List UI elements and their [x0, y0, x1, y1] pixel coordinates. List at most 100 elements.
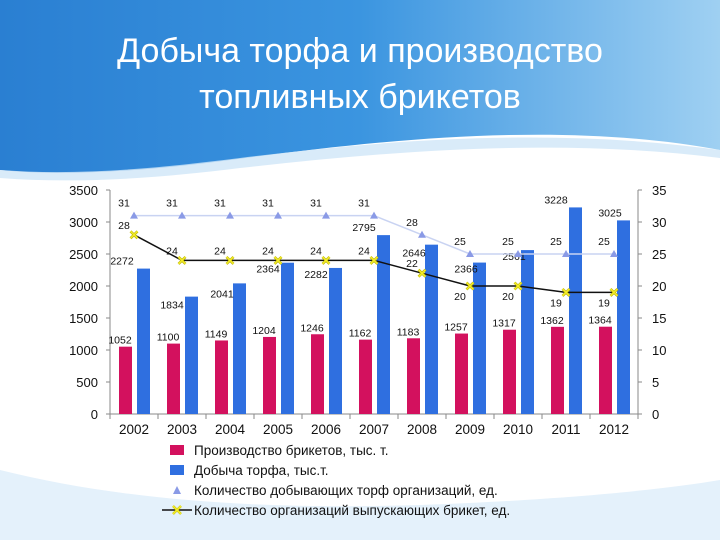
- x-tick-label: 2003: [167, 422, 197, 437]
- bar-peat: [473, 262, 486, 414]
- data-label-briquettes: 1162: [349, 328, 372, 340]
- bar-briquettes: [455, 333, 468, 414]
- y-tick-label-left: 3500: [69, 183, 98, 198]
- legend: Производство брикетов, тыс. т. Добыча то…: [160, 440, 640, 520]
- legend-item-extracting-orgs: Количество добывающих торф организаций, …: [160, 480, 640, 500]
- data-label-peat: 2561: [502, 251, 526, 263]
- data-label-producing-orgs: 28: [118, 220, 130, 232]
- data-label-briquettes: 1052: [108, 335, 132, 347]
- y-tick-label-left: 500: [76, 375, 98, 390]
- data-label-peat: 2041: [210, 288, 234, 300]
- data-label-peat: 2272: [110, 256, 134, 268]
- data-label-extracting-orgs: 31: [358, 198, 370, 210]
- point-producing-orgs: [466, 282, 474, 290]
- line-producing-orgs: [133, 234, 614, 294]
- bar-briquettes: [311, 334, 324, 414]
- bar-briquettes: [503, 329, 516, 414]
- point-producing-orgs: [178, 256, 186, 265]
- point-extracting-orgs: [274, 211, 282, 219]
- point-extracting-orgs: [322, 211, 330, 219]
- x-marker-line-icon: [160, 504, 194, 516]
- y-tick-label-right: 10: [652, 343, 666, 358]
- data-label-peat: 1834: [160, 300, 184, 312]
- x-tick-label: 2005: [263, 422, 293, 437]
- bar-peat: [617, 220, 630, 414]
- y-tick-label-left: 1000: [69, 343, 98, 358]
- data-label-extracting-orgs: 25: [502, 236, 514, 248]
- y-tick-label-right: 5: [652, 375, 659, 390]
- point-extracting-orgs: [562, 250, 570, 257]
- point-extracting-orgs: [610, 250, 618, 257]
- data-label-producing-orgs: 24: [358, 245, 370, 257]
- data-label-peat: 2646: [402, 248, 426, 260]
- data-label-peat: 3025: [598, 207, 622, 219]
- point-producing-orgs: [418, 269, 426, 278]
- bar-peat: [329, 267, 342, 414]
- data-label-producing-orgs: 24: [310, 245, 322, 257]
- bar-peat: [233, 283, 246, 414]
- bar-briquettes: [119, 346, 132, 414]
- x-tick-label: 2002: [119, 422, 149, 437]
- x-tick-label: 2012: [599, 422, 629, 437]
- y-tick-label-left: 3000: [69, 215, 98, 230]
- x-tick-label: 2010: [503, 422, 533, 437]
- x-tick-label: 2004: [215, 422, 246, 437]
- data-label-producing-orgs: 24: [166, 245, 178, 257]
- bar-briquettes: [215, 340, 228, 414]
- triangle-marker-icon: [160, 485, 194, 495]
- y-tick-label-right: 0: [652, 407, 659, 422]
- bar-briquettes: [407, 338, 420, 414]
- bar-peat: [137, 268, 150, 414]
- point-producing-orgs: [514, 282, 522, 290]
- point-producing-orgs: [370, 256, 378, 265]
- data-label-extracting-orgs: 25: [550, 236, 562, 248]
- data-label-extracting-orgs: 25: [454, 236, 466, 248]
- magenta-square-icon: [170, 445, 184, 455]
- y-tick-label-left: 2500: [69, 247, 98, 262]
- y-tick-label-right: 25: [652, 247, 666, 262]
- point-extracting-orgs: [178, 211, 186, 219]
- bar-peat: [521, 250, 534, 414]
- data-label-extracting-orgs: 31: [214, 198, 226, 210]
- bar-briquettes: [167, 343, 180, 414]
- blue-square-icon: [170, 465, 184, 475]
- legend-item-briquettes: Производство брикетов, тыс. т.: [160, 440, 640, 460]
- bar-briquettes: [263, 336, 276, 414]
- legend-label: Количество добывающих торф организаций, …: [194, 482, 498, 498]
- point-extracting-orgs: [466, 250, 474, 257]
- data-label-producing-orgs: 19: [550, 297, 562, 309]
- legend-item-peat: Добыча торфа, тыс.т.: [160, 460, 640, 480]
- x-tick-label: 2011: [551, 422, 580, 437]
- page-title: Добыча торфа и производство топливных бр…: [117, 32, 603, 116]
- y-tick-label-right: 15: [652, 311, 666, 326]
- bar-peat: [185, 296, 198, 414]
- point-extracting-orgs: [514, 250, 522, 257]
- data-label-producing-orgs: 22: [406, 258, 418, 270]
- data-label-extracting-orgs: 25: [598, 236, 610, 248]
- x-tick-label: 2006: [311, 422, 341, 437]
- data-label-briquettes: 1364: [588, 315, 612, 327]
- data-label-producing-orgs: 20: [502, 291, 514, 303]
- point-extracting-orgs: [130, 211, 138, 219]
- bar-briquettes: [359, 339, 372, 414]
- x-tick-label: 2008: [407, 422, 437, 437]
- bar-peat: [569, 207, 582, 414]
- y-tick-label-right: 35: [652, 183, 666, 198]
- point-extracting-orgs: [418, 230, 426, 238]
- y-tick-label-left: 2000: [69, 279, 98, 294]
- point-producing-orgs: [226, 256, 234, 265]
- point-extracting-orgs: [226, 211, 234, 219]
- bar-peat: [425, 244, 438, 414]
- y-tick-label-left: 0: [91, 407, 98, 422]
- data-label-briquettes: 1100: [157, 332, 180, 344]
- data-label-extracting-orgs: 28: [406, 217, 418, 229]
- data-label-briquettes: 1317: [492, 318, 516, 330]
- data-label-extracting-orgs: 31: [166, 198, 178, 210]
- data-label-briquettes: 1362: [540, 315, 564, 327]
- data-label-briquettes: 1149: [205, 328, 228, 340]
- data-label-peat: 2282: [304, 269, 328, 281]
- data-label-peat: 2795: [352, 222, 376, 234]
- bar-peat: [281, 262, 294, 414]
